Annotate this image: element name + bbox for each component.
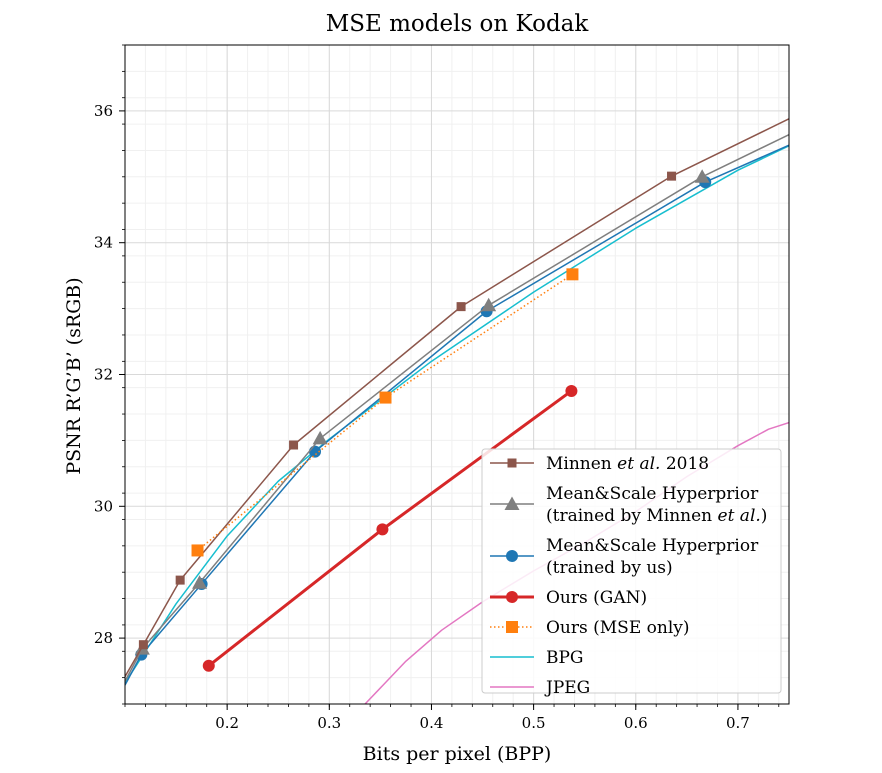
legend-label: Ours (MSE only) [546, 618, 690, 638]
legend-label: Mean&Scale Hyperprior [546, 484, 759, 504]
data-point [312, 430, 328, 445]
y-tick-label: 36 [94, 102, 113, 120]
data-point [481, 297, 497, 312]
y-tick-label: 32 [94, 366, 113, 384]
data-point [192, 575, 208, 589]
data-point [202, 659, 215, 672]
data-point [191, 544, 204, 557]
legend-entry: Minnen et al. 2018 [490, 454, 709, 474]
legend-label: JPEG [544, 678, 590, 698]
legend-entry: BPG [490, 648, 584, 668]
legend-label: (trained by us) [546, 558, 673, 578]
series-line [197, 273, 573, 552]
x-tick-label: 0.6 [624, 714, 648, 732]
y-tick-label: 34 [94, 234, 113, 252]
data-point [667, 171, 677, 181]
legend-label: Ours (GAN) [546, 588, 647, 608]
legend-label: Mean&Scale Hyperprior [546, 536, 759, 556]
legend-swatch-marker [506, 550, 518, 562]
data-point [694, 169, 710, 183]
legend-entry: JPEG [490, 678, 590, 698]
y-tick-label: 28 [94, 629, 113, 647]
chart-title: MSE models on Kodak [326, 11, 590, 37]
data-point [138, 640, 148, 650]
x-tick-label: 0.7 [726, 714, 750, 732]
series-ours-gan [202, 384, 578, 672]
data-point [376, 523, 389, 536]
legend-swatch-marker [504, 496, 520, 510]
data-point [289, 440, 299, 450]
data-point [566, 268, 579, 281]
legend-label: Minnen et al. 2018 [546, 454, 709, 474]
data-point [565, 384, 578, 397]
legend-entry: Ours (MSE only) [490, 618, 690, 638]
legend-swatch-marker [506, 591, 518, 603]
legend-label: BPG [546, 648, 584, 668]
y-axis-label: PSNR R’G’B’ (sRGB) [63, 277, 85, 474]
x-tick-label: 0.4 [420, 714, 444, 732]
x-tick-label: 0.5 [522, 714, 546, 732]
x-tick-label: 0.3 [317, 714, 341, 732]
axis-ticks: 0.2 0.3 0.4 0.5 0.6 0.7 28 30 32 34 36 [94, 44, 780, 732]
series-minnen-et-al-2018 [125, 118, 789, 679]
x-tick-label: 0.2 [215, 714, 239, 732]
legend-entry: Ours (GAN) [490, 588, 647, 608]
legend-box [481, 448, 782, 694]
legend-entry: Mean&Scale Hyperprior(trained by Minnen … [490, 484, 767, 526]
data-point [456, 302, 466, 312]
series-layer [125, 118, 789, 704]
data-point [379, 391, 392, 404]
data-point [175, 575, 185, 585]
legend-label: (trained by Minnen et al.) [546, 506, 767, 526]
y-tick-label: 30 [94, 497, 113, 515]
legend-entry: Mean&Scale Hyperprior(trained by us) [490, 536, 759, 578]
series-ours-mse-only [191, 268, 579, 557]
x-axis-label: Bits per pixel (BPP) [363, 743, 552, 765]
legend-swatch-marker [507, 458, 517, 468]
legend-swatch-marker [506, 621, 518, 633]
